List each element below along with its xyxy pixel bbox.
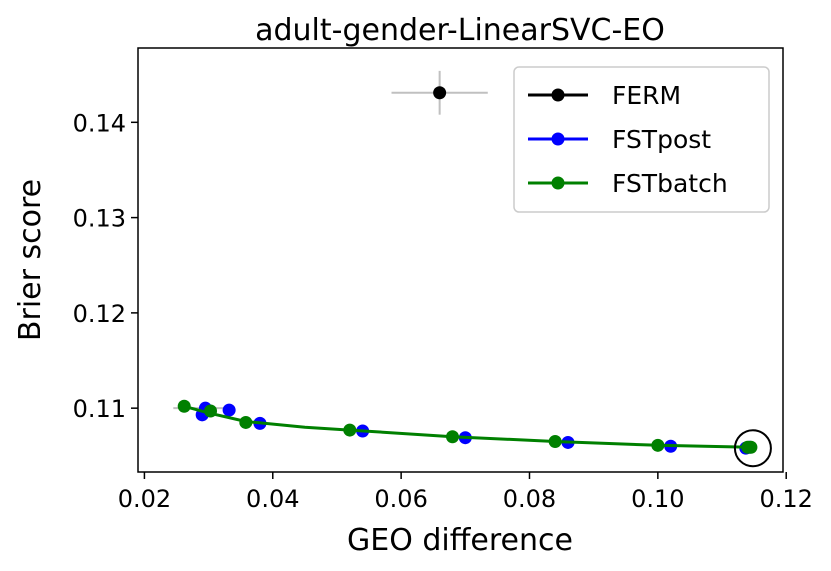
x-tick-label: 0.04 <box>246 485 299 513</box>
x-tick-label: 0.12 <box>759 485 812 513</box>
x-tick-label: 0.10 <box>631 485 684 513</box>
chart-title: adult-gender-LinearSVC-EO <box>255 13 665 48</box>
y-tick-label: 0.11 <box>73 395 126 423</box>
chart-marks <box>173 70 772 468</box>
legend-marker <box>551 132 565 146</box>
legend-marker <box>551 176 565 190</box>
legend-marker <box>551 88 565 102</box>
y-tick-label: 0.13 <box>73 205 126 233</box>
legend: FERM FSTpost FSTbatch <box>513 66 770 213</box>
fstbatch-point <box>343 423 357 437</box>
legend-label-ferm: FERM <box>612 81 681 110</box>
fstbatch-point <box>239 415 253 429</box>
fstbatch-point <box>651 438 665 452</box>
y-tick-label: 0.14 <box>73 109 126 137</box>
plot-frame <box>137 47 784 473</box>
axis-ticks: 0.02 0.04 0.06 0.08 0.10 0.12 0.11 0.12 0.13 0.14 <box>73 109 813 513</box>
fstbatch-point <box>445 430 459 444</box>
y-axis-label: Brier score <box>13 179 48 341</box>
fstbatch-point <box>548 435 562 449</box>
legend-label-fstbatch: FSTbatch <box>612 169 728 198</box>
x-tick-label: 0.08 <box>503 485 556 513</box>
x-tick-label: 0.06 <box>374 485 427 513</box>
fstpost-point <box>222 403 236 417</box>
fstbatch-point <box>744 440 758 454</box>
ferm-point <box>433 86 447 100</box>
fstbatch-point <box>177 399 191 413</box>
x-tick-label: 0.02 <box>118 485 171 513</box>
legend-box <box>513 66 770 213</box>
highlight-ring <box>733 429 772 468</box>
legend-label-fstpost: FSTpost <box>612 125 711 154</box>
y-tick-label: 0.12 <box>73 300 126 328</box>
fstbatch-point <box>204 404 218 418</box>
x-axis-label: GEO difference <box>347 523 573 558</box>
